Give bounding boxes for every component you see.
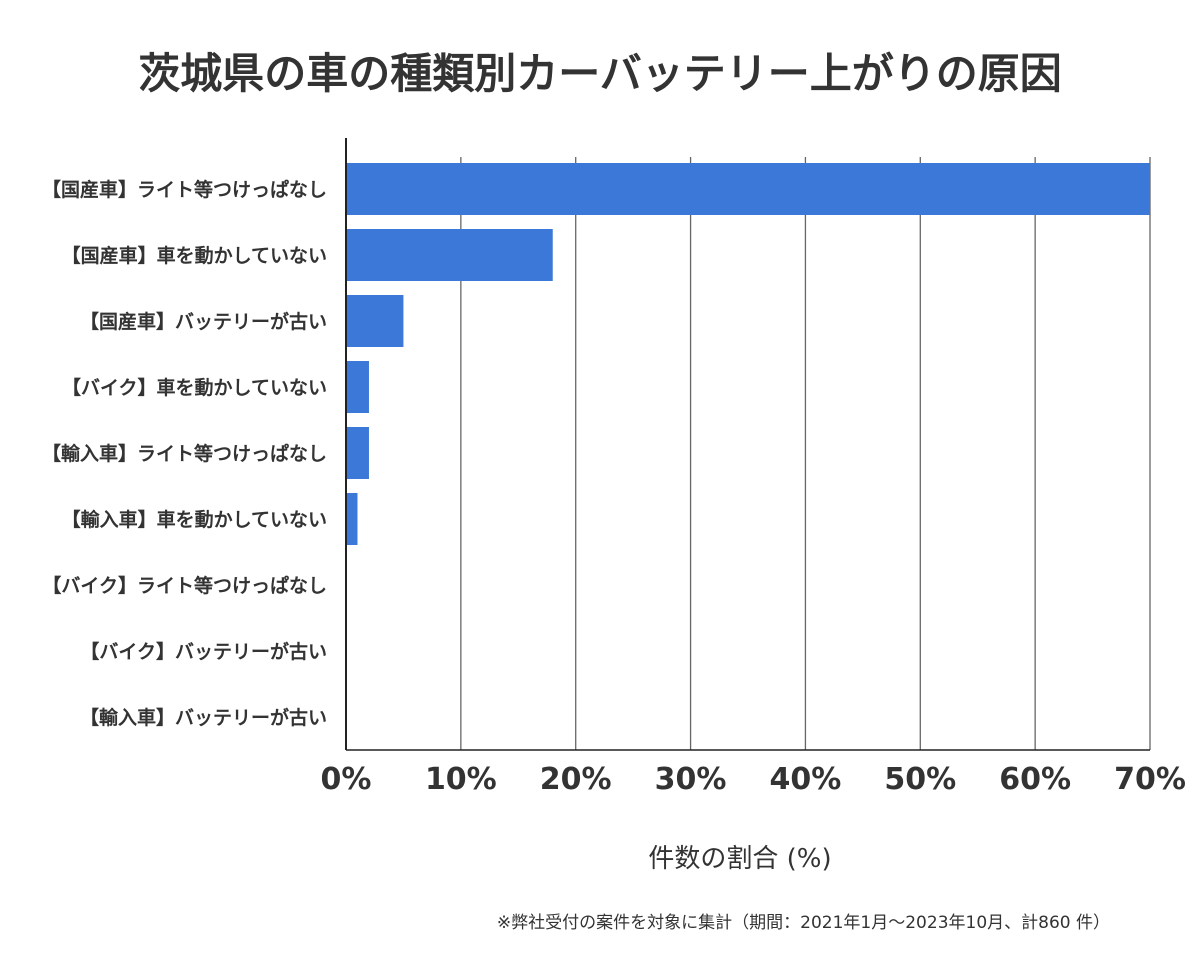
y-category-label: 【バイク】車を動かしていない [62,376,327,399]
x-tick-label: 60% [999,762,1071,797]
y-category-label: 【国産車】バッテリーが古い [80,310,327,333]
x-tick-label: 20% [540,762,612,797]
y-category-label: 【輸入車】バッテリーが古い [80,706,327,729]
y-category-label: 【輸入車】車を動かしていない [62,508,327,531]
bar [346,427,369,479]
y-category-label: 【バイク】ライト等つけっぱなし [42,574,327,597]
bar [346,295,404,347]
x-tick-label: 30% [655,762,727,797]
x-tick-label: 70% [1114,762,1186,797]
x-axis-label: 件数の割合 (%) [648,844,832,874]
x-tick-label: 50% [884,762,956,797]
footnote: ※弊社受付の案件を対象に集計（期間：2021年1月～2023年10月、計860 … [496,913,1110,933]
x-tick-label: 10% [425,762,497,797]
bar [346,163,1150,215]
bar [346,493,358,545]
bar [346,361,369,413]
bar [346,229,553,281]
chart-title: 茨城県の車の種類別カーバッテリー上がりの原因 [138,49,1062,98]
y-category-label: 【バイク】バッテリーが古い [80,640,327,663]
x-tick-label: 40% [770,762,842,797]
y-category-label: 【国産車】車を動かしていない [62,244,327,267]
y-category-label: 【輸入車】ライト等つけっぱなし [42,442,327,465]
y-category-label: 【国産車】ライト等つけっぱなし [42,178,327,201]
x-tick-label: 0% [321,762,372,797]
